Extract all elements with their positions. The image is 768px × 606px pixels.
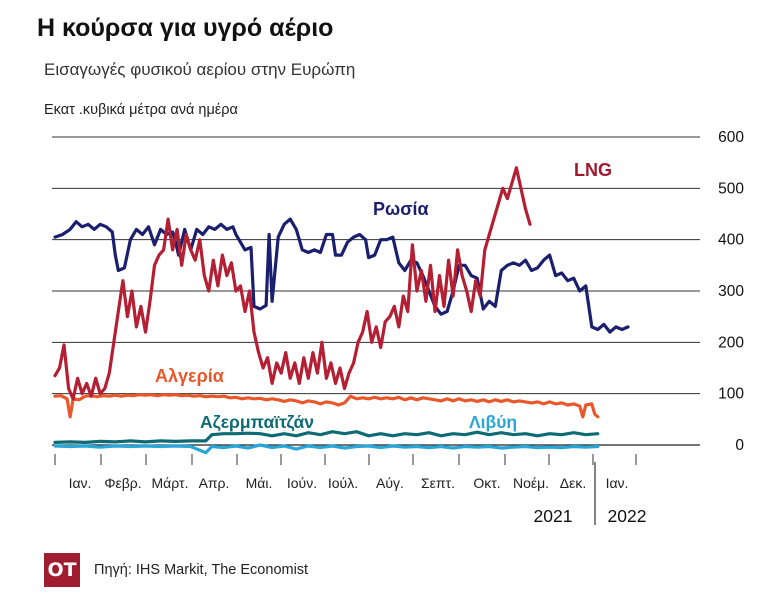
series-labels: Ρωσία LNG Αλγερία Αζερμπαϊτζάν Λιβύη bbox=[155, 160, 612, 433]
y-tick-labels: 0 100 200 300 400 500 600 bbox=[718, 129, 744, 454]
chart-title: Η κούρσα για υγρό αέριο bbox=[37, 14, 334, 42]
series-line-4 bbox=[53, 443, 600, 455]
x-tick-label: Σεπτ. bbox=[421, 475, 455, 491]
y-tick-label: 0 bbox=[735, 437, 744, 454]
x-tick-label: Δεκ. bbox=[560, 475, 586, 491]
line-chart: 0 100 200 300 400 500 600 Ιαν. Φεβρ. Μάρτ. Απρ. Μά… bbox=[52, 129, 744, 526]
series-label: Ρωσία bbox=[373, 199, 429, 219]
x-tick-label: Ιούν. bbox=[287, 475, 317, 491]
series-line-1 bbox=[53, 166, 532, 401]
x-tick-label: Μάι. bbox=[246, 475, 273, 491]
source-note: Πηγή: IHS Markit, The Economist bbox=[94, 562, 309, 578]
x-tick-label: Ιαν. bbox=[69, 475, 92, 491]
series-line-0 bbox=[53, 217, 630, 334]
series-label: Λιβύη bbox=[469, 412, 517, 432]
series-line-3 bbox=[53, 430, 600, 444]
year-label: 2021 bbox=[534, 506, 573, 526]
x-tick-label: Ιούλ. bbox=[328, 475, 358, 491]
y-tick-label: 400 bbox=[718, 232, 744, 249]
y-tick-label: 300 bbox=[718, 283, 744, 300]
x-tick-label: Απρ. bbox=[199, 475, 230, 491]
x-tick-label: Οκτ. bbox=[473, 475, 500, 491]
series-line-2 bbox=[53, 393, 600, 419]
x-axis: Ιαν. Φεβρ. Μάρτ. Απρ. Μάι. Ιούν. Ιούλ. Αύγ. Σεπτ… bbox=[54, 454, 647, 526]
y-tick-label: 600 bbox=[718, 129, 744, 146]
x-tick-label: Μάρτ. bbox=[152, 475, 189, 491]
series-lines bbox=[53, 166, 630, 455]
unit-label: Εκατ .κυβικά μέτρα ανά ημέρα bbox=[44, 102, 238, 118]
series-label: Αζερμπαϊτζάν bbox=[200, 412, 314, 433]
y-tick-label: 200 bbox=[718, 334, 744, 351]
y-tick-label: 100 bbox=[718, 386, 744, 403]
brand-logo: OT bbox=[44, 553, 80, 587]
series-label: Αλγερία bbox=[155, 366, 224, 386]
x-tick-label: Ιαν. bbox=[606, 475, 629, 491]
x-tick-label: Φεβρ. bbox=[104, 475, 141, 491]
year-label: 2022 bbox=[608, 506, 647, 526]
chart-subtitle: Εισαγωγές φυσικού αερίου στην Ευρώπη bbox=[44, 60, 356, 79]
y-tick-label: 500 bbox=[718, 180, 744, 197]
series-label: LNG bbox=[574, 160, 612, 180]
x-tick-label: Αύγ. bbox=[376, 475, 404, 491]
x-tick-label: Νοέμ. bbox=[513, 475, 549, 491]
